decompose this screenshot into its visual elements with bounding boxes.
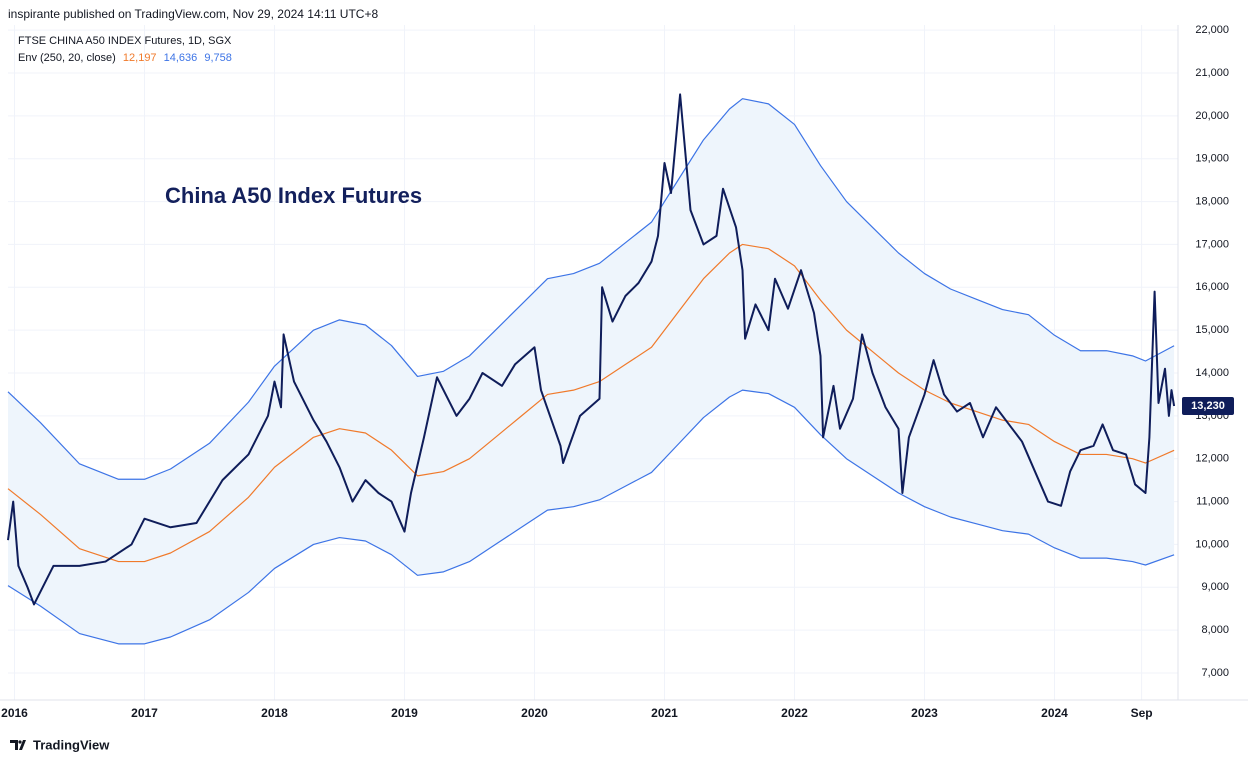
legend-value: 12,197: [122, 52, 157, 64]
y-tick-label: 17,000: [1195, 238, 1229, 250]
axes: 7,0008,0009,00010,00011,00012,00013,0001…: [1, 24, 1234, 720]
y-tick-label: 15,000: [1195, 324, 1229, 336]
series-line: [7, 93, 1176, 606]
published-line: inspirante published on TradingView.com,…: [8, 7, 379, 21]
y-tick-label: 9,000: [1201, 581, 1229, 593]
envelope-fill: [8, 98, 1175, 644]
indicator-name: Env (250, 20, close): [18, 52, 116, 64]
annotation: China A50 Index Futures: [165, 183, 422, 208]
brand: TradingView: [33, 737, 110, 752]
y-tick-label: 7,000: [1201, 667, 1229, 679]
y-tick-label: 22,000: [1195, 24, 1229, 36]
y-tick-label: 14,000: [1195, 367, 1229, 379]
x-tick-label: 2018: [261, 706, 288, 720]
symbol: FTSE CHINA A50 INDEX Futures, 1D, SGX: [18, 35, 232, 47]
last-price-badge: [1182, 397, 1234, 415]
x-tick-label: 2023: [911, 706, 938, 720]
x-tick-label: 2024: [1041, 706, 1068, 720]
series-line: [7, 243, 1175, 563]
x-tick-label: 2021: [651, 706, 678, 720]
y-tick-label: 11,000: [1196, 495, 1229, 507]
x-tick-label: Sep: [1131, 706, 1153, 720]
series-line: [7, 389, 1175, 645]
brand-logo: [10, 740, 26, 750]
indicator-legend: Env (250, 20, close) 12,197 14,636 9,758: [18, 52, 232, 64]
y-tick-label: 20,000: [1195, 110, 1229, 122]
x-tick-label: 2022: [781, 706, 808, 720]
y-tick-label: 12,000: [1195, 453, 1229, 465]
legend-value: 9,758: [204, 52, 232, 64]
y-tick-label: 8,000: [1201, 624, 1229, 636]
x-tick-label: 2016: [1, 706, 28, 720]
x-tick-label: 2017: [131, 706, 158, 720]
x-tick-label: 2019: [391, 706, 418, 720]
plot: [7, 93, 1176, 645]
last-price-label: 13,230: [1191, 400, 1225, 412]
legend-value: 14,636: [163, 52, 198, 64]
y-tick-label: 19,000: [1195, 153, 1229, 165]
y-tick-label: 21,000: [1195, 67, 1229, 79]
y-tick-label: 18,000: [1195, 195, 1229, 207]
x-tick-label: 2020: [521, 706, 548, 720]
y-tick-label: 10,000: [1195, 538, 1229, 550]
series-line: [7, 98, 1175, 480]
y-tick-label: 16,000: [1195, 281, 1229, 293]
